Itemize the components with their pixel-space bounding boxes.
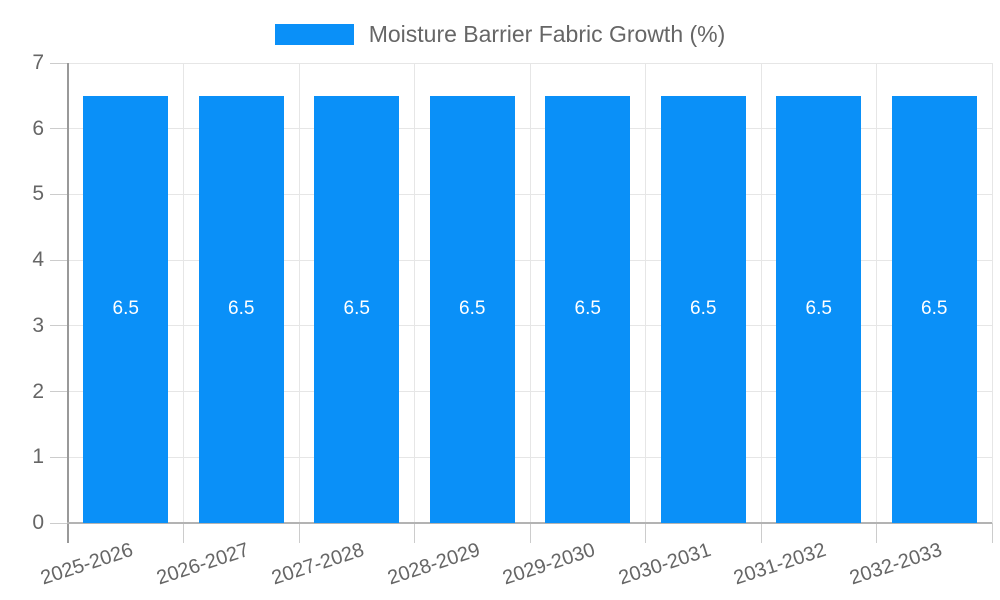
bar-value-label: 6.5 (805, 298, 832, 320)
y-axis-line (67, 63, 69, 543)
y-tick-mark (50, 456, 68, 458)
y-axis-label: 7 (32, 51, 44, 74)
y-tick-mark (50, 391, 68, 393)
v-gridline (298, 63, 300, 523)
x-axis-label: 2027-2028 (269, 538, 367, 590)
legend-swatch (274, 24, 354, 45)
bar (891, 95, 977, 523)
y-axis-label: 2 (32, 379, 44, 403)
bar-value-label: 6.5 (343, 298, 370, 320)
y-axis-label: 0 (32, 511, 44, 534)
bar-value-label: 6.5 (921, 298, 948, 320)
x-axis-label: 2031-2032 (731, 538, 829, 590)
x-axis-line (67, 522, 992, 524)
x-axis-label: 2028-2029 (384, 538, 483, 590)
bar (545, 95, 631, 523)
bar-value-label: 6.5 (690, 298, 717, 320)
y-axis-label: 1 (32, 445, 44, 469)
y-axis-label: 3 (32, 313, 44, 337)
bar (198, 95, 284, 523)
v-gridline (991, 63, 993, 523)
bar-value-label: 6.5 (459, 298, 486, 320)
x-axis-label: 2029-2030 (500, 538, 598, 590)
y-tick-mark (50, 128, 68, 130)
y-tick-mark (50, 193, 68, 195)
v-gridline (760, 63, 762, 523)
x-axis-label: 2025-2026 (38, 538, 136, 590)
y-tick-mark (50, 62, 68, 64)
x-tick-mark (183, 523, 184, 543)
x-axis-label: 2030-2031 (615, 538, 714, 590)
x-axis-label: 2026-2027 (153, 538, 252, 590)
bar-value-label: 6.5 (574, 298, 601, 320)
legend[interactable]: Moisture Barrier Fabric Growth (%) (0, 21, 1000, 48)
bar (776, 95, 862, 523)
x-tick-mark (760, 523, 762, 543)
y-tick-mark (50, 325, 68, 327)
bar (429, 95, 515, 523)
y-axis-label: 6 (32, 116, 44, 140)
y-axis-label: 4 (32, 248, 44, 272)
v-gridline (414, 63, 415, 523)
v-gridline (876, 63, 877, 523)
y-tick-mark (50, 522, 68, 524)
y-axis-label: 5 (32, 182, 44, 206)
bar (83, 95, 169, 523)
bar (660, 95, 746, 523)
x-tick-mark (414, 523, 415, 543)
x-tick-mark (298, 523, 300, 543)
y-tick-mark (50, 259, 68, 261)
x-tick-mark (529, 523, 531, 543)
v-gridline (645, 63, 646, 523)
x-tick-mark (991, 523, 993, 543)
bar (314, 95, 400, 523)
bar-value-label: 6.5 (228, 298, 255, 320)
bar-value-label: 6.5 (112, 298, 139, 320)
x-axis-label: 2032-2033 (846, 538, 945, 590)
legend-label: Moisture Barrier Fabric Growth (%) (368, 21, 726, 47)
x-tick-mark (645, 523, 646, 543)
v-gridline (529, 63, 531, 523)
v-gridline (183, 63, 184, 523)
x-tick-mark (876, 523, 877, 543)
